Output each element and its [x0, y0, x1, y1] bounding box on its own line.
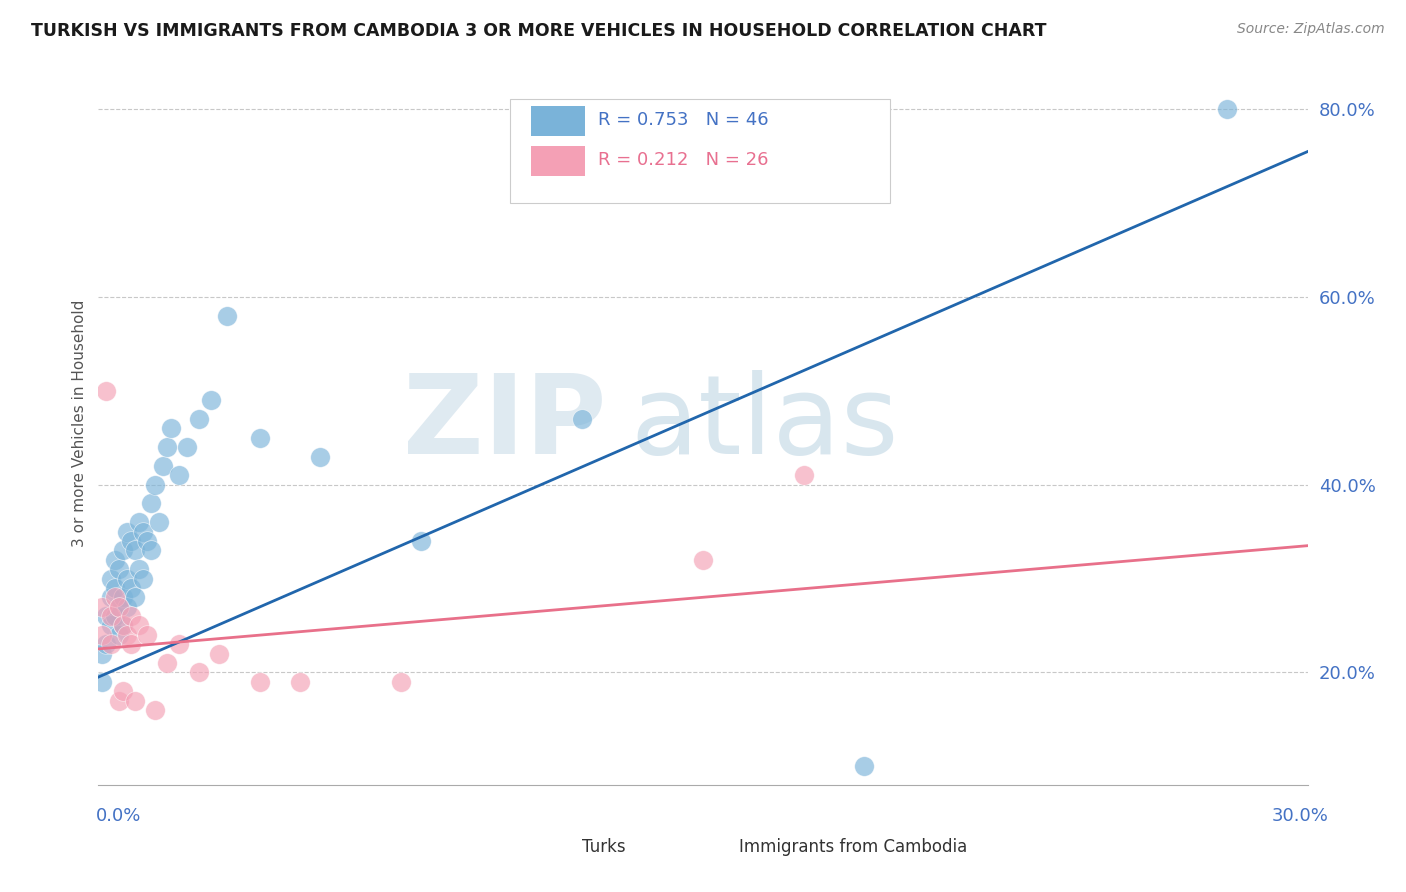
Point [176, 440, 198, 454]
Point [571, 412, 593, 426]
Point [103, 591, 125, 605]
Point [115, 524, 138, 539]
Text: atlas: atlas [630, 370, 898, 477]
FancyBboxPatch shape [700, 835, 733, 861]
Text: Source: ZipAtlas.com: Source: ZipAtlas.com [1237, 22, 1385, 37]
Text: Immigrants from Cambodia: Immigrants from Cambodia [740, 838, 967, 856]
Text: Turks: Turks [582, 838, 626, 856]
Point [135, 533, 157, 548]
Point [111, 618, 134, 632]
Point [91, 674, 114, 689]
FancyBboxPatch shape [543, 835, 575, 861]
Text: 0.0%: 0.0% [96, 807, 141, 825]
Point [156, 656, 179, 670]
Point [91, 599, 114, 614]
Point [409, 533, 432, 548]
Point [128, 515, 150, 529]
Point [103, 609, 125, 624]
Point [100, 572, 122, 586]
Point [115, 572, 138, 586]
Point [132, 524, 155, 539]
Point [107, 599, 129, 614]
Point [188, 412, 211, 426]
Point [120, 609, 142, 624]
FancyBboxPatch shape [509, 98, 890, 203]
Point [124, 591, 146, 605]
Point [167, 468, 190, 483]
Point [107, 628, 129, 642]
Point [107, 599, 129, 614]
Point [111, 591, 134, 605]
Point [132, 572, 155, 586]
Y-axis label: 3 or more Vehicles in Household: 3 or more Vehicles in Household [72, 300, 87, 548]
Point [91, 647, 114, 661]
Point [111, 618, 134, 632]
Point [124, 543, 146, 558]
Point [156, 440, 179, 454]
Point [91, 628, 114, 642]
Point [120, 533, 142, 548]
Text: TURKISH VS IMMIGRANTS FROM CAMBODIA 3 OR MORE VEHICLES IN HOUSEHOLD CORRELATION : TURKISH VS IMMIGRANTS FROM CAMBODIA 3 OR… [31, 22, 1046, 40]
Point [124, 693, 146, 707]
Point [389, 674, 412, 689]
Point [143, 477, 166, 491]
Point [200, 393, 222, 408]
Point [120, 637, 142, 651]
Point [120, 581, 142, 595]
Point [1216, 103, 1239, 117]
Point [96, 384, 118, 398]
Point [853, 759, 876, 773]
Point [152, 458, 174, 473]
Point [148, 515, 170, 529]
Point [96, 637, 118, 651]
Point [128, 562, 150, 576]
FancyBboxPatch shape [531, 145, 585, 176]
Point [100, 618, 122, 632]
Point [96, 609, 118, 624]
Point [128, 618, 150, 632]
Point [249, 674, 271, 689]
Point [103, 553, 125, 567]
Point [115, 628, 138, 642]
Point [115, 599, 138, 614]
Text: ZIP: ZIP [404, 370, 606, 477]
Point [249, 431, 271, 445]
Point [188, 665, 211, 680]
Point [143, 703, 166, 717]
Text: R = 0.753   N = 46: R = 0.753 N = 46 [598, 112, 769, 129]
Point [111, 543, 134, 558]
Point [309, 450, 332, 464]
Point [208, 647, 231, 661]
Point [100, 591, 122, 605]
Point [100, 609, 122, 624]
Text: R = 0.212   N = 26: R = 0.212 N = 26 [598, 151, 768, 169]
FancyBboxPatch shape [531, 106, 585, 136]
Text: 30.0%: 30.0% [1272, 807, 1329, 825]
Point [167, 637, 190, 651]
Point [217, 309, 239, 323]
Point [139, 543, 162, 558]
Point [103, 581, 125, 595]
Point [107, 693, 129, 707]
Point [139, 496, 162, 510]
Point [793, 468, 815, 483]
Point [692, 553, 714, 567]
Point [160, 421, 183, 435]
Point [100, 637, 122, 651]
Point [107, 562, 129, 576]
Point [111, 684, 134, 698]
Point [135, 628, 157, 642]
Point [288, 674, 311, 689]
